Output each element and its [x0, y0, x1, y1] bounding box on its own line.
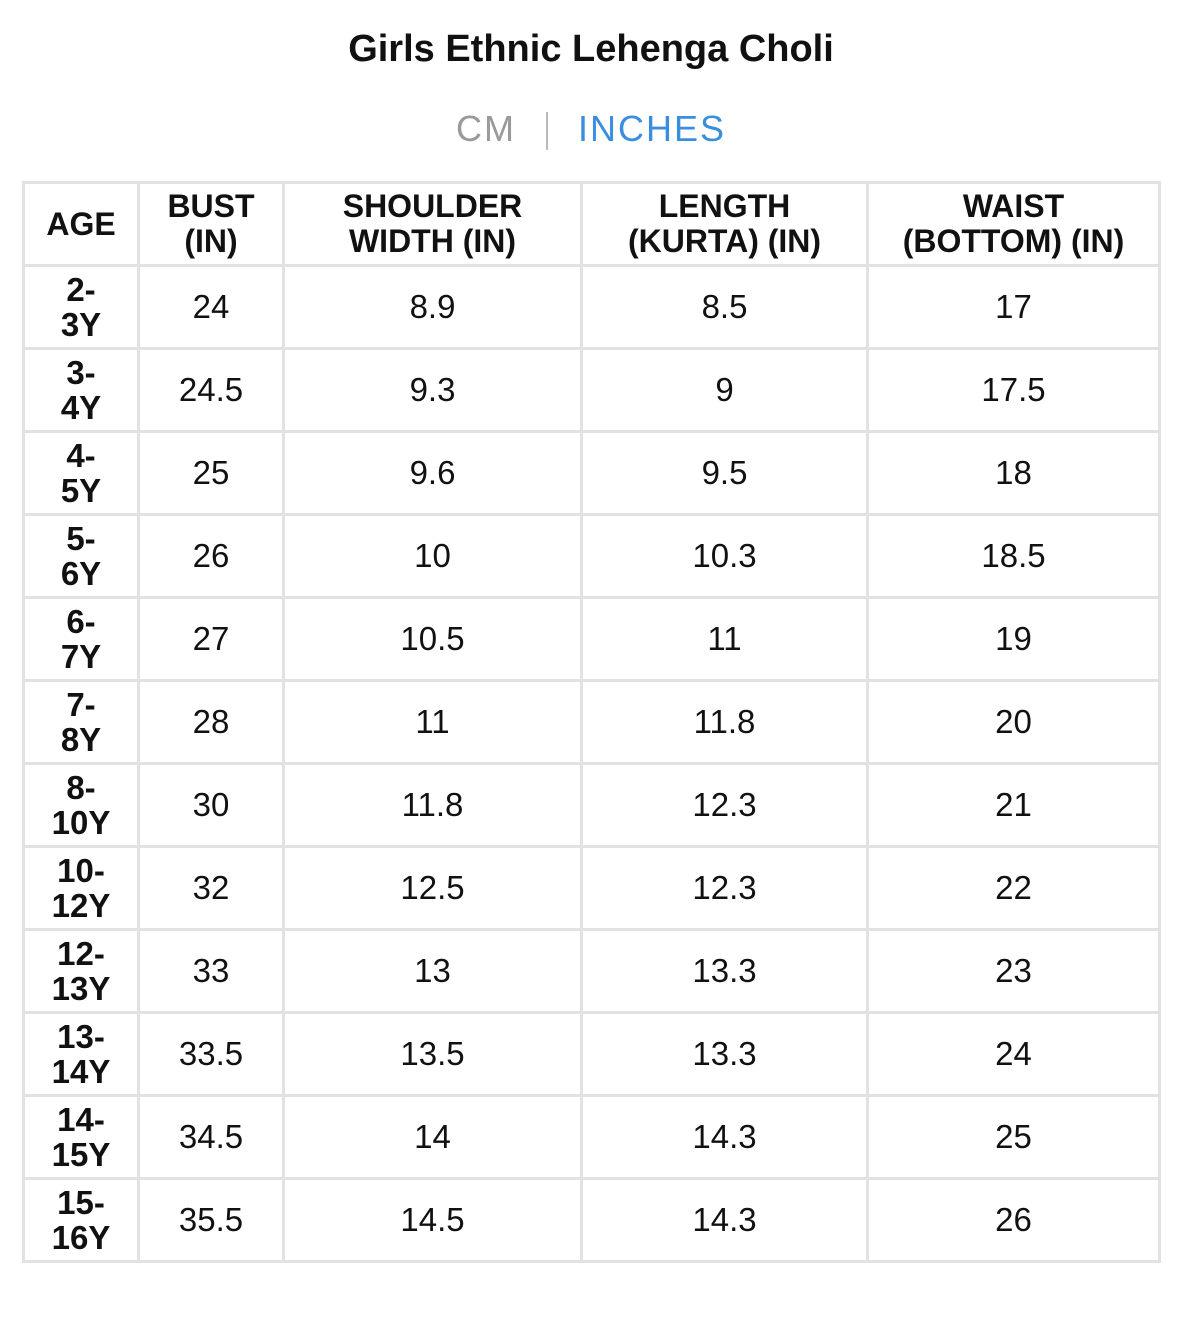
measurement-cell: 11: [580, 596, 869, 682]
age-cell: 3-4Y: [22, 347, 140, 433]
measurement-cell: 12.3: [580, 845, 869, 931]
measurement-cell: 11.8: [282, 762, 583, 848]
table-row: 3-4Y 24.5 9.3 9 17.5: [22, 347, 1161, 433]
age-label: 2-3Y: [60, 271, 102, 343]
measurement-cell: 14.3: [580, 1094, 869, 1180]
table-row: 13-14Y 33.5 13.5 13.3 24: [22, 1011, 1161, 1097]
age-label: 8-10Y: [51, 769, 111, 841]
measurement-cell: 24: [137, 264, 285, 350]
measurement-cell: 32: [137, 845, 285, 931]
table-row: 15-16Y 35.5 14.5 14.3 26: [22, 1177, 1161, 1263]
measurement-cell: 24.5: [137, 347, 285, 433]
measurement-cell: 14.3: [580, 1177, 869, 1263]
table-row: 12-13Y 33 13 13.3 23: [22, 928, 1161, 1014]
measurement-cell: 18.5: [866, 513, 1161, 599]
age-cell: 6-7Y: [22, 596, 140, 682]
age-label: 13-14Y: [51, 1018, 111, 1090]
size-table: AGE BUST (IN) SHOULDER WIDTH (IN) LENGTH (K…: [22, 181, 1161, 1263]
age-cell: 10-12Y: [22, 845, 140, 931]
age-label: 10-12Y: [51, 852, 111, 924]
column-header: AGE: [22, 181, 140, 267]
table-row: 6-7Y 27 10.5 11 19: [22, 596, 1161, 682]
age-label: 3-4Y: [60, 354, 102, 426]
age-cell: 15-16Y: [22, 1177, 140, 1263]
separator: [545, 112, 548, 151]
unit-option[interactable]: INCHES: [577, 108, 727, 149]
measurement-cell: 23: [866, 928, 1161, 1014]
measurement-cell: 9.6: [282, 430, 583, 516]
measurement-cell: 17.5: [866, 347, 1161, 433]
age-cell: 8-10Y: [22, 762, 140, 848]
age-label: 7-8Y: [60, 686, 102, 758]
measurement-cell: 27: [137, 596, 285, 682]
measurement-cell: 26: [866, 1177, 1161, 1263]
table-row: 7-8Y 28 11 11.8 20: [22, 679, 1161, 765]
measurement-cell: 12.5: [282, 845, 583, 931]
column-header: WAIST (BOTTOM) (IN): [866, 181, 1161, 267]
measurement-cell: 17: [866, 264, 1161, 350]
measurement-cell: 25: [137, 430, 285, 516]
column-header: BUST (IN): [137, 181, 285, 267]
age-cell: 14-15Y: [22, 1094, 140, 1180]
unit-toggle: CM INCHES: [0, 108, 1182, 151]
measurement-cell: 10: [282, 513, 583, 599]
measurement-cell: 10.3: [580, 513, 869, 599]
measurement-cell: 14.5: [282, 1177, 583, 1263]
measurement-cell: 10.5: [282, 596, 583, 682]
age-cell: 2-3Y: [22, 264, 140, 350]
age-label: 12-13Y: [51, 935, 111, 1007]
age-label: 4-5Y: [60, 437, 102, 509]
column-header: SHOULDER WIDTH (IN): [282, 181, 583, 267]
table-row: 2-3Y 24 8.9 8.5 17: [22, 264, 1161, 350]
table-row: 4-5Y 25 9.6 9.5 18: [22, 430, 1161, 516]
measurement-cell: 9.3: [282, 347, 583, 433]
table-row: 5-6Y 26 10 10.3 18.5: [22, 513, 1161, 599]
table-body: 2-3Y 24 8.9 8.5 17 3-4Y 24.5 9.3 9 17.5 4-5Y 25 9.6 9…: [22, 264, 1161, 1263]
measurement-cell: 13: [282, 928, 583, 1014]
measurement-cell: 34.5: [137, 1094, 285, 1180]
measurement-cell: 9.5: [580, 430, 869, 516]
measurement-cell: 13.5: [282, 1011, 583, 1097]
measurement-cell: 20: [866, 679, 1161, 765]
measurement-cell: 35.5: [137, 1177, 285, 1263]
age-cell: 5-6Y: [22, 513, 140, 599]
age-label: 5-6Y: [60, 520, 102, 592]
measurement-cell: 13.3: [580, 928, 869, 1014]
column-header: LENGTH (KURTA) (IN): [580, 181, 869, 267]
table-row: 14-15Y 34.5 14 14.3 25: [22, 1094, 1161, 1180]
measurement-cell: 33: [137, 928, 285, 1014]
header-row: AGE BUST (IN) SHOULDER WIDTH (IN) LENGTH (K…: [22, 181, 1161, 267]
measurement-cell: 33.5: [137, 1011, 285, 1097]
measurement-cell: 22: [866, 845, 1161, 931]
measurement-cell: 26: [137, 513, 285, 599]
table-row: 8-10Y 30 11.8 12.3 21: [22, 762, 1161, 848]
measurement-cell: 11: [282, 679, 583, 765]
measurement-cell: 19: [866, 596, 1161, 682]
age-label: 15-16Y: [51, 1184, 111, 1256]
measurement-cell: 14: [282, 1094, 583, 1180]
title: Girls Ethnic Lehenga Choli: [348, 28, 834, 70]
unit-option[interactable]: CM: [455, 108, 516, 149]
age-cell: 12-13Y: [22, 928, 140, 1014]
table-row: 10-12Y 32 12.5 12.3 22: [22, 845, 1161, 931]
measurement-cell: 21: [866, 762, 1161, 848]
measurement-cell: 12.3: [580, 762, 869, 848]
measurement-cell: 28: [137, 679, 285, 765]
age-label: 6-7Y: [60, 603, 102, 675]
measurement-cell: 24: [866, 1011, 1161, 1097]
measurement-cell: 8.9: [282, 264, 583, 350]
measurement-cell: 9: [580, 347, 869, 433]
age-cell: 7-8Y: [22, 679, 140, 765]
age-cell: 4-5Y: [22, 430, 140, 516]
age-cell: 13-14Y: [22, 1011, 140, 1097]
measurement-cell: 13.3: [580, 1011, 869, 1097]
age-label: 14-15Y: [51, 1101, 111, 1173]
measurement-cell: 8.5: [580, 264, 869, 350]
measurement-cell: 30: [137, 762, 285, 848]
measurement-cell: 25: [866, 1094, 1161, 1180]
measurement-cell: 11.8: [580, 679, 869, 765]
measurement-cell: 18: [866, 430, 1161, 516]
